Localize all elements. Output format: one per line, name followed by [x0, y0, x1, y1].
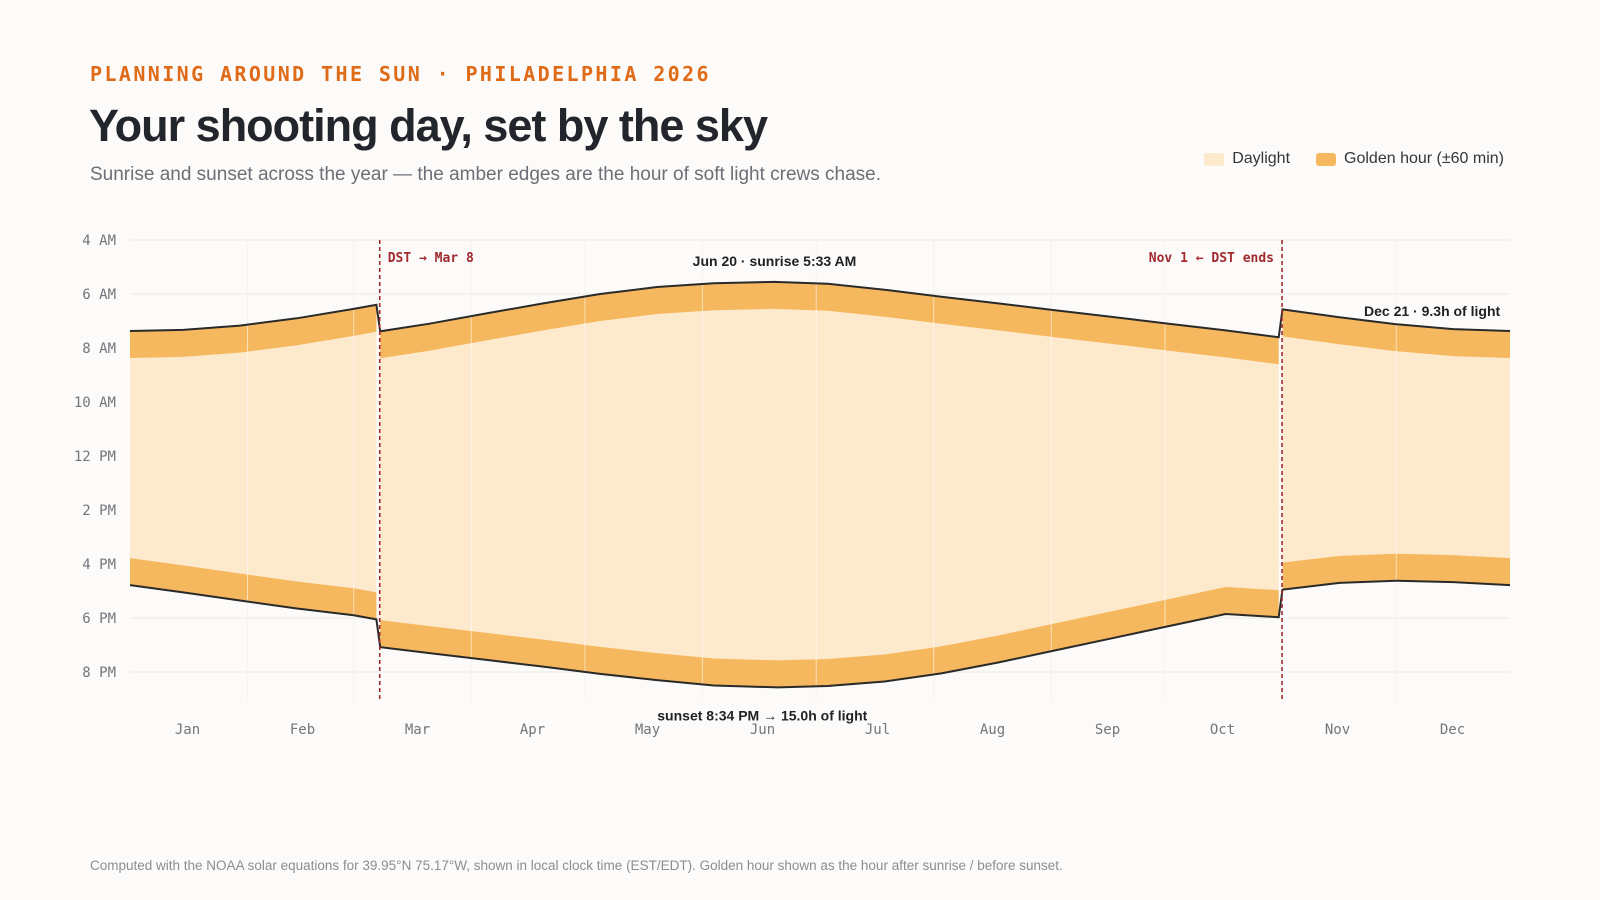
- golden-hour-morning-band: [130, 304, 377, 358]
- annotation-winter-solstice: Dec 21 · 9.3h of light: [1364, 303, 1500, 319]
- month-label: Apr: [520, 722, 545, 738]
- chart-legend: Daylight Golden hour (±60 min): [1204, 150, 1504, 168]
- legend-swatch-golden-hour: [1316, 152, 1337, 166]
- chart-eyebrow: PLANNING AROUND THE SUN · PHILADELPHIA 2…: [90, 62, 711, 86]
- daylight-area: [380, 281, 1279, 688]
- legend-item-golden-hour: Golden hour (±60 min): [1316, 150, 1504, 168]
- line-layer: [129, 280, 1511, 689]
- legend-item-daylight: Daylight: [1204, 150, 1290, 168]
- axis-layer: 4 AM 6 AM 8 AM 10 AM 12 PM 2 PM 4 PM 6 PM 8 PM Ja…: [74, 233, 1465, 738]
- month-label: Jun: [750, 722, 775, 738]
- chart-footnote: Computed with the NOAA solar equations f…: [90, 858, 1063, 873]
- y-tick-label: 10 AM: [74, 395, 116, 411]
- month-label: Sep: [1095, 722, 1120, 738]
- legend-label-golden-hour: Golden hour (±60 min): [1344, 150, 1504, 167]
- dst-marker-label: Nov 1 ← DST ends: [1149, 251, 1274, 266]
- sunrise-line: [129, 280, 1511, 339]
- month-label: Mar: [405, 722, 430, 738]
- month-label: Jul: [865, 722, 890, 738]
- annotation-layer: DST → Mar 8 Nov 1 ← DST ends Jun 20 · sunr…: [378, 240, 1500, 723]
- month-label: Aug: [980, 722, 1005, 738]
- area-layer: [130, 240, 1510, 700]
- month-label: Oct: [1210, 722, 1235, 738]
- month-label: Dec: [1440, 722, 1465, 738]
- y-tick-label: 4 PM: [82, 557, 116, 573]
- sunset-line: [129, 579, 1511, 689]
- y-tick-label: 8 AM: [82, 341, 116, 357]
- y-tick-label: 12 PM: [74, 449, 116, 465]
- y-tick-label: 2 PM: [82, 503, 116, 519]
- month-label: Jan: [175, 722, 200, 738]
- dst-marker-label: DST → Mar 8: [388, 251, 474, 266]
- legend-swatch-daylight: [1204, 152, 1225, 166]
- month-label: Feb: [290, 722, 315, 738]
- y-tick-label: 6 PM: [82, 611, 116, 627]
- annotation-sunrise: Jun 20 · sunrise 5:33 AM: [693, 253, 857, 269]
- legend-label-daylight: Daylight: [1232, 150, 1291, 167]
- annotation-sunset: sunset 8:34 PM → 15.0h of light: [657, 707, 867, 723]
- month-label: Nov: [1325, 722, 1350, 738]
- y-tick-label: 4 AM: [82, 233, 116, 249]
- y-tick-label: 8 PM: [82, 665, 116, 681]
- golden-hour-evening-band: [380, 587, 1279, 688]
- golden-hour-evening-band: [130, 558, 377, 620]
- daylight-area: [130, 304, 377, 620]
- month-label: May: [635, 722, 660, 738]
- chart-subtitle: Sunrise and sunset across the year — the…: [90, 164, 882, 185]
- y-tick-label: 6 AM: [82, 287, 116, 303]
- golden-hour-morning-band: [380, 281, 1279, 365]
- chart-title: Your shooting day, set by the sky: [89, 100, 768, 151]
